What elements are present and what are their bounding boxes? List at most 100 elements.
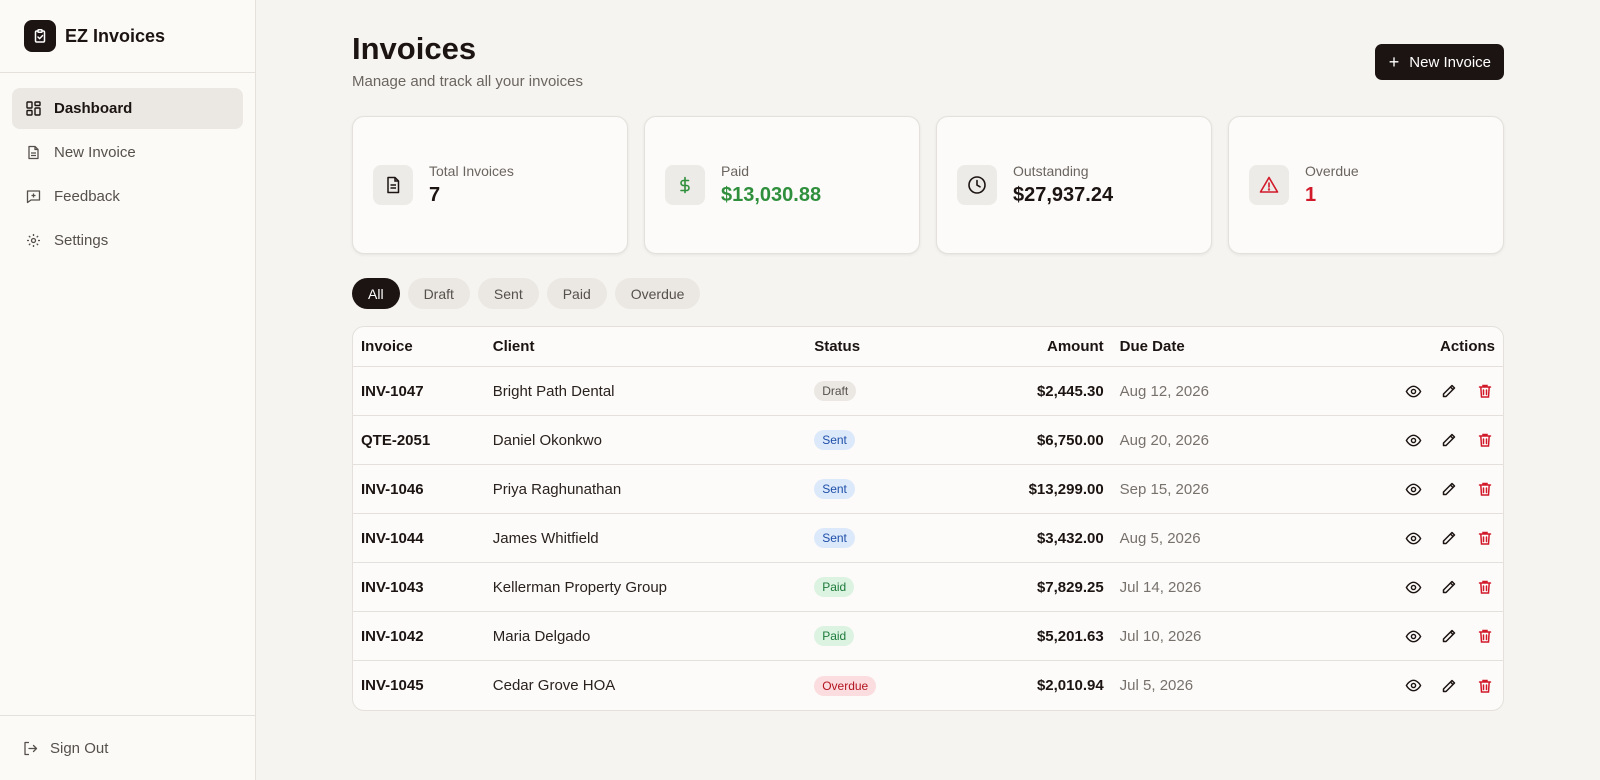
- view-icon[interactable]: [1403, 430, 1423, 450]
- invoice-amount: $3,432.00: [1036, 529, 1104, 547]
- column-header-client: Client: [492, 338, 535, 355]
- row-actions: [1303, 626, 1503, 646]
- edit-icon[interactable]: [1439, 479, 1459, 499]
- table-row[interactable]: INV-1046 Priya Raghunathan Sent $13,299.…: [353, 465, 1503, 514]
- due-date: Aug 12, 2026: [1119, 382, 1209, 400]
- warning-icon: [1249, 165, 1289, 205]
- delete-icon[interactable]: [1475, 430, 1495, 450]
- table-row[interactable]: INV-1045 Cedar Grove HOA Overdue $2,010.…: [353, 661, 1503, 710]
- edit-icon[interactable]: [1439, 577, 1459, 597]
- status-badge: Sent: [814, 528, 855, 548]
- edit-icon[interactable]: [1439, 381, 1459, 401]
- delete-icon[interactable]: [1475, 676, 1495, 696]
- page-subtitle: Manage and track all your invoices: [352, 73, 583, 90]
- filter-draft[interactable]: Draft: [407, 278, 470, 309]
- stat-value: $27,937.24: [1013, 184, 1114, 206]
- sidebar-item-dashboard[interactable]: Dashboard: [12, 88, 243, 129]
- table-row[interactable]: INV-1047 Bright Path Dental Draft $2,445…: [353, 367, 1503, 416]
- logout-icon: [22, 740, 38, 756]
- status-badge: Paid: [814, 626, 855, 646]
- invoice-number: INV-1043: [361, 578, 424, 596]
- status-filter-tabs: All Draft Sent Paid Overdue: [352, 278, 701, 309]
- stat-card-total-invoices: Total Invoices 7: [352, 116, 628, 254]
- sign-out-button[interactable]: Sign Out: [22, 740, 108, 757]
- row-actions: [1303, 430, 1503, 450]
- sidebar-item-label: New Invoice: [54, 144, 136, 161]
- client-name: Kellerman Property Group: [492, 578, 668, 596]
- due-date: Jul 14, 2026: [1119, 578, 1202, 596]
- delete-icon[interactable]: [1475, 528, 1495, 548]
- edit-icon[interactable]: [1439, 528, 1459, 548]
- sidebar-item-label: Dashboard: [54, 100, 133, 117]
- delete-icon[interactable]: [1475, 381, 1495, 401]
- client-name: Daniel Okonkwo: [492, 431, 602, 449]
- view-icon[interactable]: [1403, 479, 1423, 499]
- row-actions: [1303, 479, 1503, 499]
- invoice-amount: $5,201.63: [1036, 627, 1104, 645]
- client-name: Cedar Grove HOA: [492, 677, 616, 694]
- column-header-status: Status: [814, 338, 861, 355]
- invoice-amount: $13,299.00: [1028, 480, 1104, 498]
- dashboard-icon: [25, 101, 41, 117]
- table-row[interactable]: INV-1044 James Whitfield Sent $3,432.00 …: [353, 514, 1503, 563]
- invoice-number: INV-1045: [361, 677, 424, 694]
- invoice-amount: $6,750.00: [1036, 431, 1104, 449]
- table-row[interactable]: INV-1042 Maria Delgado Paid $5,201.63 Ju…: [353, 612, 1503, 661]
- stat-card-outstanding: Outstanding $27,937.24: [936, 116, 1212, 254]
- client-name: Maria Delgado: [492, 627, 591, 645]
- view-icon[interactable]: [1403, 528, 1423, 548]
- stat-label: Paid: [721, 163, 750, 179]
- due-date: Jul 5, 2026: [1119, 677, 1194, 694]
- delete-icon[interactable]: [1475, 479, 1495, 499]
- sidebar-item-feedback[interactable]: Feedback: [12, 176, 243, 217]
- stat-card-overdue: Overdue 1: [1228, 116, 1504, 254]
- sidebar-item-settings[interactable]: Settings: [12, 220, 243, 261]
- view-icon[interactable]: [1403, 577, 1423, 597]
- invoice-number: INV-1047: [361, 382, 424, 400]
- column-header-actions: Actions: [1439, 338, 1495, 355]
- invoice-number: QTE-2051: [361, 431, 431, 449]
- page-title: Invoices: [352, 31, 477, 66]
- status-badge: Sent: [814, 430, 855, 450]
- app-name: EZ Invoices: [65, 25, 166, 46]
- column-header-invoice: Invoice: [361, 338, 413, 355]
- clipboard-icon: [24, 20, 56, 52]
- sign-out-label: Sign Out: [50, 739, 109, 757]
- stat-value: $13,030.88: [721, 184, 822, 206]
- stat-label: Overdue: [1305, 163, 1359, 179]
- invoice-amount: $2,445.30: [1036, 382, 1104, 400]
- edit-icon[interactable]: [1439, 676, 1459, 696]
- sidebar-item-new-invoice[interactable]: New Invoice: [12, 132, 243, 173]
- view-icon[interactable]: [1403, 381, 1423, 401]
- table-row[interactable]: QTE-2051 Daniel Okonkwo Sent $6,750.00 A…: [353, 416, 1503, 465]
- invoice-amount: $7,829.25: [1036, 578, 1104, 596]
- due-date: Aug 5, 2026: [1119, 529, 1201, 547]
- client-name: Priya Raghunathan: [492, 480, 622, 498]
- invoices-table: Invoice Client Status Amount Due Date Ac…: [352, 326, 1504, 711]
- sidebar-item-label: Feedback: [54, 188, 120, 205]
- document-icon: [373, 165, 413, 205]
- sidebar-nav: Dashboard New Invoice Feedback: [0, 73, 255, 261]
- delete-icon[interactable]: [1475, 626, 1495, 646]
- view-icon[interactable]: [1403, 676, 1423, 696]
- client-name: Bright Path Dental: [492, 382, 615, 400]
- stat-value: 1: [1305, 184, 1317, 206]
- sidebar-item-label: Settings: [54, 232, 109, 249]
- filter-sent[interactable]: Sent: [477, 278, 539, 309]
- feedback-icon: [25, 189, 41, 205]
- delete-icon[interactable]: [1475, 577, 1495, 597]
- status-badge: Paid: [814, 577, 855, 597]
- due-date: Sep 15, 2026: [1119, 480, 1209, 498]
- status-badge: Overdue: [814, 675, 877, 696]
- edit-icon[interactable]: [1439, 626, 1459, 646]
- filter-overdue[interactable]: Overdue: [614, 278, 701, 309]
- stat-label: Outstanding: [1013, 163, 1089, 179]
- brand: EZ Invoices: [0, 0, 255, 73]
- filter-all[interactable]: All: [352, 278, 400, 309]
- filter-paid[interactable]: Paid: [546, 278, 607, 309]
- edit-icon[interactable]: [1439, 430, 1459, 450]
- view-icon[interactable]: [1403, 626, 1423, 646]
- new-invoice-button[interactable]: + New Invoice: [1374, 44, 1504, 80]
- sidebar-footer: Sign Out: [0, 715, 255, 780]
- table-row[interactable]: INV-1043 Kellerman Property Group Paid $…: [353, 563, 1503, 612]
